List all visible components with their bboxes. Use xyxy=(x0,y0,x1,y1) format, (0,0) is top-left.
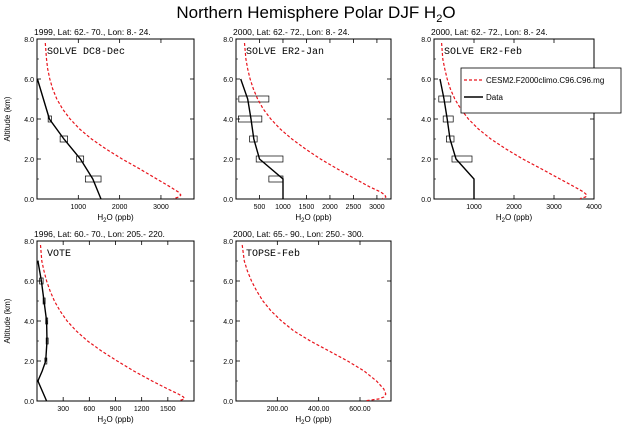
y-tick-label: 0.0 xyxy=(24,399,34,406)
y-tick-label: 2.0 xyxy=(223,157,233,164)
chart-panel-5: 2000, Lat: 65.- 90., Lon: 250.- 300. 0.0 2… xyxy=(223,229,392,426)
y-tick-label: 8.0 xyxy=(24,239,34,246)
y-tick-label: 6.0 xyxy=(223,77,233,84)
y-tick-label: 6.0 xyxy=(24,77,34,84)
y-tick-label: 0.0 xyxy=(421,197,431,204)
y-tick-label: 0.0 xyxy=(223,197,233,204)
y-tick-label: 2.0 xyxy=(421,157,431,164)
data-line xyxy=(36,78,102,200)
y-tick-label: 6.0 xyxy=(223,279,233,286)
x-tick-label: 3000 xyxy=(546,204,562,211)
panel-header: 2000, Lat: 62.- 72., Lon: 8.- 24. xyxy=(233,27,350,37)
uncertainty-box xyxy=(238,95,270,103)
x-axis-label: H2O (ppb) xyxy=(496,213,533,224)
data-line xyxy=(439,78,475,199)
plot-frame xyxy=(36,240,195,402)
x-tick-label: 1200 xyxy=(134,406,150,413)
legend-model-label: CESM2.F2000climo.C96.C96.mg xyxy=(486,76,604,85)
x-tick-label: 1000 xyxy=(275,204,291,211)
x-tick-label: 3000 xyxy=(153,204,169,211)
uncertainty-box xyxy=(255,155,284,163)
x-axis-label: H2O (ppb) xyxy=(97,415,134,426)
legend-data-label: Data xyxy=(486,93,503,102)
legend-box xyxy=(460,67,622,114)
data-line xyxy=(240,78,284,199)
y-tick-label: 4.0 xyxy=(421,117,431,124)
x-tick-label: 2000 xyxy=(112,204,128,211)
y-tick-label: 6.0 xyxy=(421,77,431,84)
panel-label: SOLVE ER2-Jan xyxy=(246,47,324,58)
x-tick-label: 300 xyxy=(57,406,69,413)
x-tick-label: 1500 xyxy=(299,204,315,211)
x-tick-label: 600.00 xyxy=(349,406,371,413)
y-axis-label: Altitude (km) xyxy=(3,298,12,343)
x-tick-label: 2000 xyxy=(322,204,338,211)
panel-header: 2000, Lat: 62.- 72., Lon: 8.- 24. xyxy=(431,27,548,37)
y-tick-label: 0.0 xyxy=(24,197,34,204)
chart-panel-3: 2000, Lat: 62.- 72., Lon: 8.- 24. 0.0 2.0 4… xyxy=(421,27,622,224)
y-tick-label: 4.0 xyxy=(223,319,233,326)
y-tick-label: 8.0 xyxy=(421,37,431,44)
y-tick-label: 6.0 xyxy=(24,279,34,286)
model-line xyxy=(39,244,186,402)
x-axis-label: H2O (ppb) xyxy=(295,213,332,224)
y-axis-label: Altitude (km) xyxy=(3,96,12,141)
x-tick-label: 900 xyxy=(110,406,122,413)
y-tick-label: 8.0 xyxy=(223,239,233,246)
panel-header: 1996, Lat: 60.- 70., Lon: 205.- 220. xyxy=(34,229,165,239)
model-line xyxy=(243,42,387,200)
y-tick-label: 4.0 xyxy=(24,117,34,124)
panel-header: 1999, Lat: 62.- 70., Lon: 8.- 24. xyxy=(34,27,151,37)
x-tick-label: 1000 xyxy=(466,204,482,211)
model-line xyxy=(441,42,588,200)
plot-frame xyxy=(235,38,392,200)
uncertainty-box xyxy=(76,155,85,163)
figure-title: Northern Hemisphere Polar DJF H2O xyxy=(176,3,455,25)
model-line xyxy=(241,244,387,402)
x-tick-label: 3000 xyxy=(369,204,385,211)
plot-frame xyxy=(235,240,392,402)
chart-panel-2: 2000, Lat: 62.- 72., Lon: 8.- 24. 0.0 2.0 4… xyxy=(223,27,392,224)
y-tick-label: 0.0 xyxy=(223,399,233,406)
panel-label: SOLVE ER2-Feb xyxy=(444,46,522,58)
y-tick-label: 2.0 xyxy=(24,157,34,164)
uncertainty-box xyxy=(451,155,473,163)
x-tick-label: 400.00 xyxy=(308,406,330,413)
uncertainty-box xyxy=(59,135,68,143)
y-tick-label: 4.0 xyxy=(223,117,233,124)
panel-label: TOPSE-Feb xyxy=(246,248,300,260)
x-tick-label: 1500 xyxy=(160,406,176,413)
x-tick-label: 200.00 xyxy=(267,406,289,413)
panel-header: 2000, Lat: 65.- 90., Lon: 250.- 300. xyxy=(233,229,364,239)
x-tick-label: 600 xyxy=(83,406,95,413)
x-axis-label: H2O (ppb) xyxy=(97,213,134,224)
chart-panel-1: 1999, Lat: 62.- 70., Lon: 8.- 24. 0.0 2.0 4… xyxy=(3,27,195,224)
data-line xyxy=(37,260,48,402)
x-axis-label: H2O (ppb) xyxy=(295,415,332,426)
y-tick-label: 8.0 xyxy=(24,37,34,44)
x-tick-label: 1000 xyxy=(71,204,87,211)
x-tick-label: 2500 xyxy=(346,204,362,211)
uncertainty-box xyxy=(47,115,52,123)
x-tick-label: 4000 xyxy=(586,204,602,211)
x-tick-label: 2000 xyxy=(506,204,522,211)
y-tick-label: 2.0 xyxy=(24,359,34,366)
panel-label: SOLVE DC8-Dec xyxy=(47,47,125,58)
uncertainty-box xyxy=(84,175,102,183)
chart-panel-4: 1996, Lat: 60.- 70., Lon: 205.- 220. 0.0 2… xyxy=(3,229,195,426)
plot-frame xyxy=(36,38,195,200)
x-tick-label: 500 xyxy=(254,204,266,211)
plot-frame xyxy=(433,38,595,200)
y-tick-label: 4.0 xyxy=(24,319,34,326)
y-tick-label: 2.0 xyxy=(223,359,233,366)
y-tick-label: 8.0 xyxy=(223,37,233,44)
model-line xyxy=(44,42,182,200)
panel-label: VOTE xyxy=(47,249,71,260)
